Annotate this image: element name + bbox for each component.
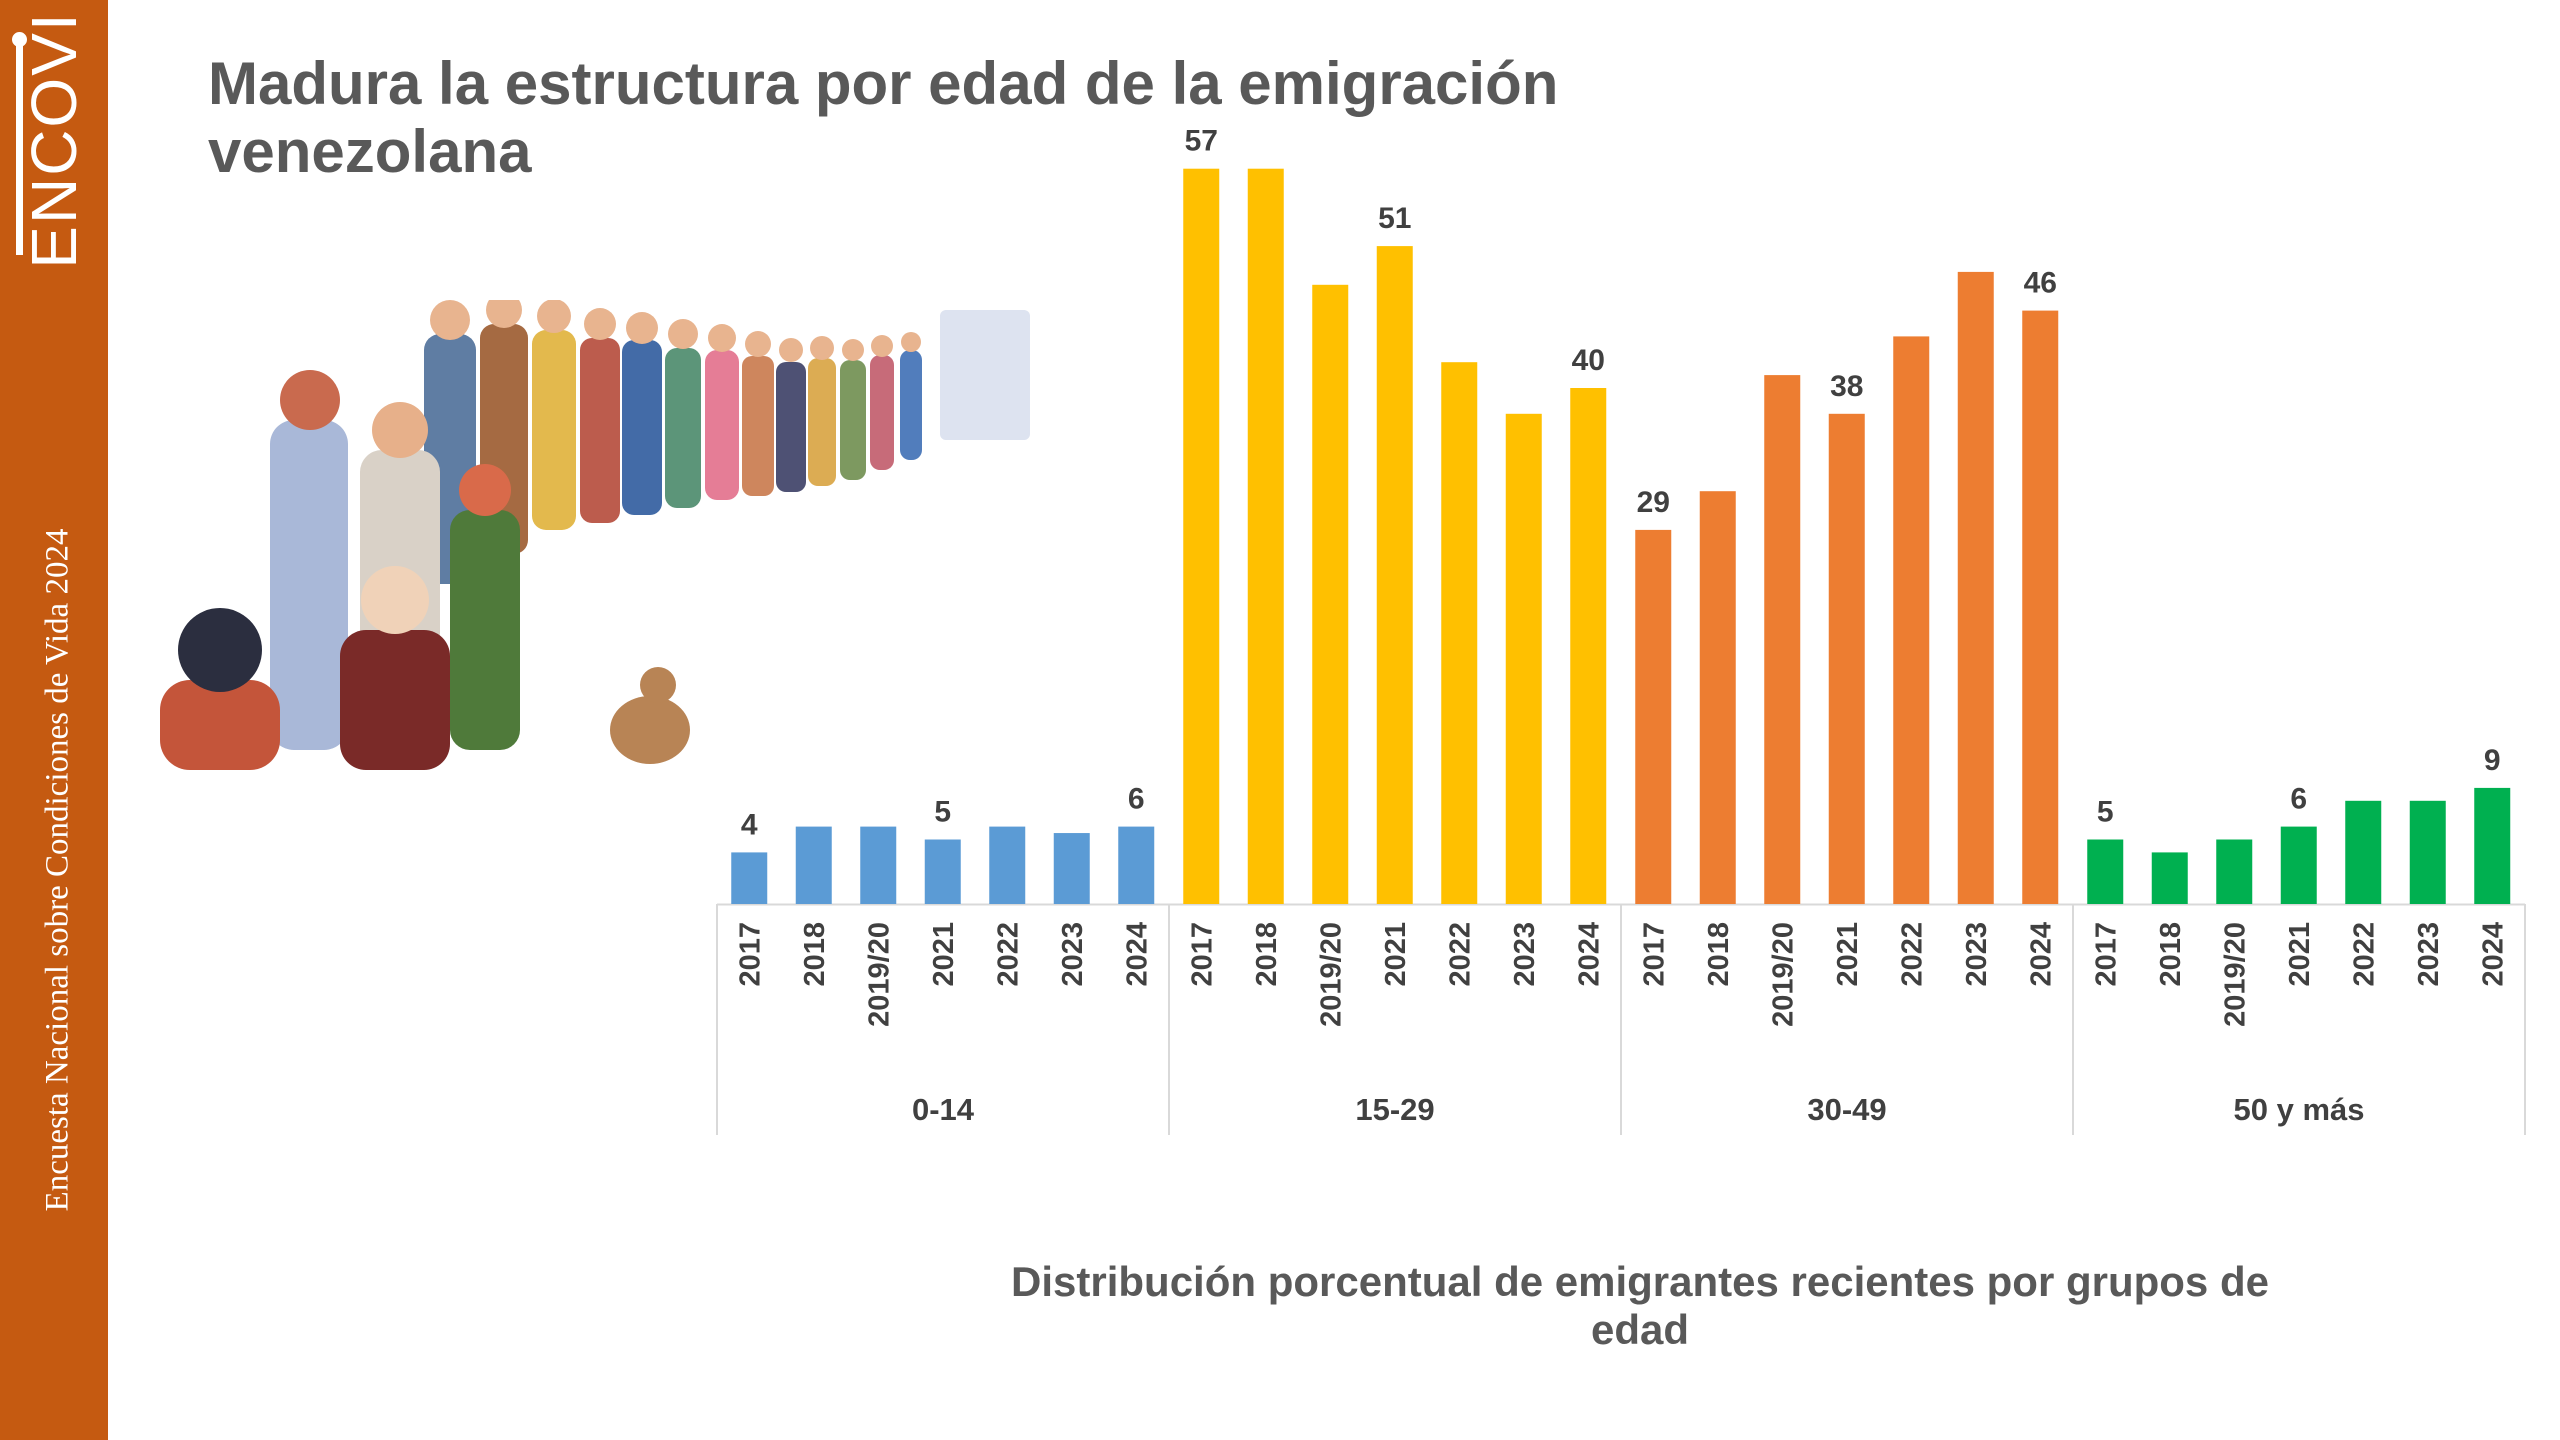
crowd-heads xyxy=(430,300,921,362)
tick-label: 2023 xyxy=(1961,922,1993,987)
data-label: 5 xyxy=(2097,796,2114,829)
tick-label: 2021 xyxy=(1380,922,1412,987)
bar xyxy=(989,826,1026,904)
tick-label: 2024 xyxy=(1573,922,1605,987)
tick-label: 2023 xyxy=(1509,922,1541,987)
tick-label: 2023 xyxy=(2413,922,2445,987)
logo-dot xyxy=(12,32,27,47)
bar xyxy=(1764,375,1801,905)
tick-label: 2021 xyxy=(928,922,960,987)
chart-title: Distribución porcentual de emigrantes re… xyxy=(1011,1258,2269,1353)
bar xyxy=(2151,852,2188,904)
crowd-front xyxy=(160,370,690,770)
bar xyxy=(2087,839,2124,904)
tick-label: 2022 xyxy=(1896,922,1928,987)
tick-label: 2022 xyxy=(1444,922,1476,987)
tick-label: 2024 xyxy=(2477,922,2509,987)
bar xyxy=(2022,310,2059,905)
bar xyxy=(1441,362,1478,904)
tick-label: 2019/20 xyxy=(863,922,895,1027)
bar xyxy=(1312,284,1349,904)
tick-label: 2017 xyxy=(734,922,766,987)
crowd-back xyxy=(424,324,922,584)
data-label: 4 xyxy=(741,808,758,841)
bar xyxy=(1053,833,1090,904)
bar xyxy=(1957,271,1994,904)
tick-label: 2017 xyxy=(1186,922,1218,987)
bar xyxy=(731,852,768,904)
bar xyxy=(924,839,961,904)
data-label: 57 xyxy=(1185,125,1218,158)
bar xyxy=(1376,246,1413,905)
data-label: 9 xyxy=(2484,744,2501,777)
data-label: 5 xyxy=(934,796,951,829)
tick-label: 2019/20 xyxy=(1315,922,1347,1027)
logo-bar xyxy=(16,40,23,255)
data-label: 46 xyxy=(2024,267,2057,300)
tick-label: 2018 xyxy=(1251,922,1283,987)
group-label: 50 y más xyxy=(2234,1092,2365,1127)
group-label: 0-14 xyxy=(912,1092,975,1127)
bar xyxy=(1893,336,1930,904)
crowd-queue-illustration xyxy=(160,300,1030,770)
bar xyxy=(1635,529,1672,904)
tick-label: 2021 xyxy=(1832,922,1864,987)
sidebar: ENCOVI Encuesta Nacional sobre Condicion… xyxy=(0,0,108,1440)
tick-label: 2018 xyxy=(799,922,831,987)
tick-label: 2021 xyxy=(2284,922,2316,987)
data-label: 38 xyxy=(1830,370,1863,403)
bar xyxy=(2345,800,2382,904)
data-label: 51 xyxy=(1378,202,1411,235)
tick-label: 2019/20 xyxy=(1767,922,1799,1027)
bar xyxy=(2216,839,2253,904)
tick-label: 2024 xyxy=(1121,922,1153,987)
tick-label: 2017 xyxy=(2090,922,2122,987)
bar xyxy=(1828,413,1865,904)
bar xyxy=(1570,388,1607,904)
bar xyxy=(1183,168,1220,904)
data-label: 29 xyxy=(1637,486,1670,519)
bar xyxy=(2474,787,2511,904)
tick-label: 2018 xyxy=(1703,922,1735,987)
data-label: 40 xyxy=(1572,344,1605,377)
tick-label: 2022 xyxy=(992,922,1024,987)
group-label: 30-49 xyxy=(1807,1092,1886,1127)
bar xyxy=(2280,826,2317,904)
tick-label: 2024 xyxy=(2025,922,2057,987)
data-label: 6 xyxy=(2290,783,2307,816)
tick-label: 2017 xyxy=(1638,922,1670,987)
bar xyxy=(1699,491,1736,904)
tick-label: 2018 xyxy=(2155,922,2187,987)
data-label: 6 xyxy=(1128,783,1145,816)
bar xyxy=(1118,826,1155,904)
bar xyxy=(2409,800,2446,904)
bar xyxy=(1247,168,1284,904)
bar xyxy=(795,826,832,904)
bar xyxy=(860,826,897,904)
tick-label: 2022 xyxy=(2348,922,2380,987)
tick-label: 2023 xyxy=(1057,922,1089,987)
bar xyxy=(1505,413,1542,904)
page-title: Madura la estructura por edad de la emig… xyxy=(208,50,1559,185)
group-label: 15-29 xyxy=(1355,1092,1434,1127)
tick-label: 2019/20 xyxy=(2219,922,2251,1027)
